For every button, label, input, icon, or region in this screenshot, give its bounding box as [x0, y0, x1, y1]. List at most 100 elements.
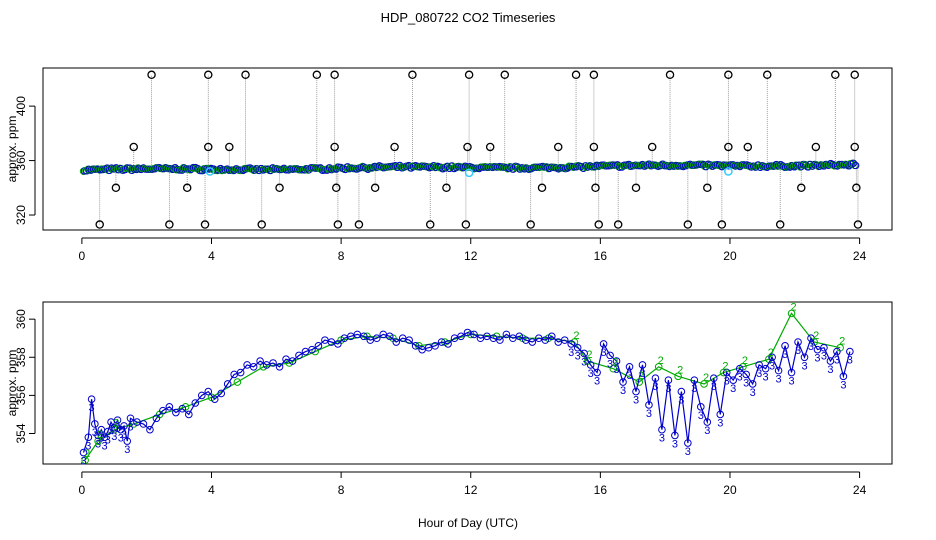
level3-point — [547, 332, 556, 341]
outlier-point — [850, 142, 859, 152]
level3-marker-label: 3 — [646, 408, 652, 420]
outlier-point — [330, 142, 339, 152]
level3-marker-label: 3 — [620, 385, 626, 397]
level3-point — [496, 336, 504, 344]
level3-marker-label: 3 — [691, 383, 697, 395]
level3-point — [833, 347, 841, 356]
level3-point — [104, 427, 112, 436]
level3-point — [768, 353, 776, 362]
outlier-point — [464, 70, 474, 80]
level2-marker-label: 2 — [113, 418, 119, 430]
level3-point — [787, 368, 796, 377]
level3-point — [204, 387, 213, 396]
level3-marker-label: 3 — [788, 376, 794, 388]
y-tick-label: 358 — [14, 347, 28, 367]
outlier-point — [571, 70, 581, 80]
outlier-point — [370, 183, 380, 193]
outlier-point — [257, 220, 266, 229]
level3-point — [774, 366, 783, 375]
level3-marker-label: 3 — [795, 345, 801, 357]
data-point-level3 — [852, 161, 860, 170]
outlier-point — [165, 220, 174, 229]
level3-marker-label: 3 — [834, 355, 840, 367]
level3-point — [165, 403, 174, 411]
level2-marker-label: 2 — [677, 364, 683, 376]
level3-point — [560, 336, 569, 344]
panel-top-series — [79, 70, 863, 229]
y-axis-label-bottom: approx. ppm — [5, 350, 19, 417]
outlier-point — [613, 220, 623, 229]
level3-point — [697, 403, 705, 411]
level3-marker-label: 3 — [665, 383, 671, 395]
level3-marker-label: 3 — [95, 438, 101, 450]
level3-marker-label: 3 — [105, 435, 111, 447]
level3-point — [625, 363, 634, 371]
x-tick-label: 20 — [723, 249, 737, 263]
level3-point — [256, 357, 264, 365]
outlier-point — [775, 220, 785, 229]
level3-point — [191, 399, 200, 407]
level3-point — [761, 364, 770, 373]
level3-point — [120, 422, 128, 430]
level2-point — [609, 364, 618, 373]
level3-point — [178, 404, 187, 413]
outlier-point — [461, 220, 471, 229]
level3-marker-label: 3 — [763, 372, 769, 384]
outlier-point — [631, 183, 641, 193]
level3-marker-label: 3 — [92, 427, 98, 439]
outlier-point — [442, 183, 451, 193]
flagged-point — [724, 167, 733, 176]
level3-point — [79, 448, 88, 457]
outlier-point — [500, 70, 510, 80]
level3-point — [748, 380, 757, 388]
outlier-point — [797, 183, 806, 193]
outlier-point — [665, 70, 675, 80]
level2-marker-label: 2 — [703, 372, 709, 384]
outlier-point — [485, 142, 495, 152]
outlier-point — [147, 70, 156, 80]
outlier-point — [743, 142, 753, 152]
plot-frame-bottom — [42, 301, 893, 465]
outlier-point — [647, 142, 657, 152]
level3-point — [236, 368, 245, 377]
level3-marker-label: 3 — [672, 438, 678, 450]
level3-point — [139, 420, 148, 428]
level3-marker-label: 3 — [717, 417, 723, 429]
panel-top: 0 4 8 12 16 20 24 320 360 400 approx. ppm — [5, 67, 893, 263]
level3-point — [275, 363, 284, 371]
x-tick-label: 20 — [723, 483, 737, 497]
level3-point — [638, 361, 647, 369]
level2-marker-label: 2 — [742, 355, 748, 367]
outlier-point — [594, 220, 603, 229]
level3-marker-label: 3 — [127, 421, 133, 433]
data-point-level3 — [849, 159, 858, 168]
x-tick-label: 0 — [79, 483, 86, 497]
level3-point — [217, 389, 226, 398]
level3-point — [573, 343, 582, 352]
level3-point — [735, 364, 744, 373]
outlier-point — [831, 70, 840, 80]
level3-point — [392, 338, 401, 346]
level3-point — [671, 431, 679, 440]
level3-point — [308, 345, 316, 354]
outlier-point — [95, 220, 104, 229]
level3-point — [100, 433, 109, 442]
outlier-point — [354, 220, 364, 229]
level3-marker-label: 3 — [639, 368, 645, 380]
level3-point — [172, 408, 180, 417]
level3-marker-label: 3 — [698, 410, 704, 422]
x-tick-label: 8 — [338, 483, 345, 497]
level3-marker-label: 3 — [711, 381, 717, 393]
level3-point — [612, 357, 621, 365]
outlier-point — [312, 70, 322, 80]
level3-point — [249, 363, 258, 371]
y-tick-label: 354 — [14, 423, 28, 443]
outlier-point — [408, 70, 417, 80]
level3-point — [586, 361, 595, 369]
level2-point — [81, 456, 89, 464]
level3-marker-label: 3 — [750, 387, 756, 399]
level3-marker-label: 3 — [756, 368, 762, 380]
level3-marker-label: 3 — [801, 360, 807, 372]
flagged-point — [205, 167, 215, 176]
level2-marker-label: 2 — [84, 448, 90, 460]
